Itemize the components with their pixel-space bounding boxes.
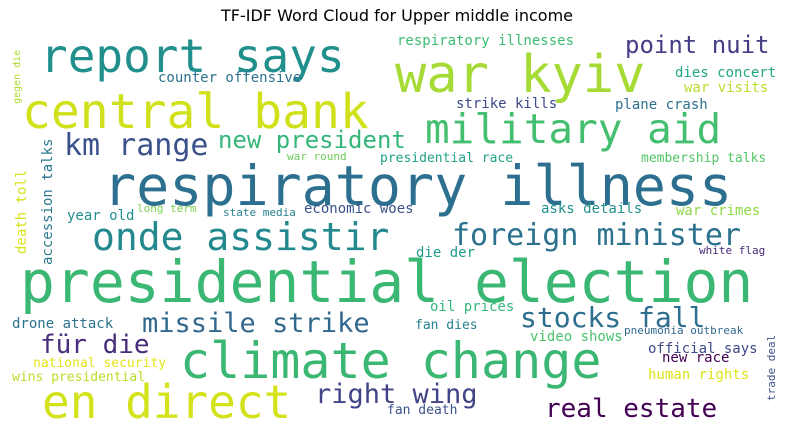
word-economic-woes: economic woes [304, 201, 414, 217]
chart-title: TF-IDF Word Cloud for Upper middle incom… [220, 6, 573, 25]
word-presidential-race: presidential race [380, 151, 513, 166]
word-en-direct: en direct [42, 375, 291, 429]
word-fan-death: fan death [387, 403, 457, 418]
word-respiratory-illnesses: respiratory illnesses [397, 33, 574, 49]
word-war-round: war round [287, 150, 347, 163]
word-human-rights: human rights [648, 367, 749, 383]
word-video-shows: video shows [530, 329, 623, 345]
word-death-toll: death toll [14, 170, 30, 254]
word-new-race: new race [662, 350, 729, 366]
word-new-president: new president [218, 126, 406, 154]
word-dies-concert: dies concert [675, 65, 776, 81]
word-pneumonia-outbreak: pneumonia outbreak [624, 324, 744, 337]
word-foreign-minister: foreign minister [452, 218, 741, 253]
word-drone-attack: drone attack [12, 316, 114, 332]
word-presidential-election: presidential election [20, 248, 753, 316]
word-official-says: official says [648, 341, 758, 357]
word-report-says: report says [40, 29, 345, 83]
word-missile-strike: missile strike [142, 308, 370, 339]
word-war-crimes: war crimes [676, 203, 760, 219]
word-national-security: national security [33, 356, 166, 371]
word-wins-presidential: wins presidential [12, 370, 145, 385]
word-strike-kills: strike kills [456, 96, 557, 112]
word-km-range: km range [64, 128, 209, 163]
word-war-kyiv: war kyiv [395, 45, 645, 105]
word-state-media: state media [223, 206, 296, 219]
word-f-r-die: für die [40, 330, 150, 360]
word-die-der: die der [416, 245, 475, 261]
word-membership-talks: membership talks [641, 151, 766, 166]
word-right-wing: right wing [315, 379, 478, 410]
word-real-estate: real estate [545, 394, 717, 424]
word-trade-deal: trade deal [765, 335, 778, 401]
word-accession-talks: accession talks [40, 139, 56, 265]
word-long-term: long term [137, 202, 197, 215]
word-stocks-fall: stocks fall [520, 301, 705, 334]
word-year-old: year old [67, 208, 134, 224]
word-onde-assistir: onde assistir [92, 215, 389, 259]
word-white-flag: white flag [699, 244, 765, 257]
word-respiratory-illness: respiratory illness [103, 154, 732, 218]
word-gegen-die: gegen die [12, 50, 23, 104]
word-climate-change: climate change [180, 332, 601, 390]
word-plane-crash: plane crash [615, 97, 708, 113]
word-asks-details: asks details [541, 201, 642, 217]
word-military-aid: military aid [425, 105, 721, 153]
word-point-nuit: point nuit [625, 31, 770, 59]
word-war-visits: war visits [684, 80, 768, 96]
word-oil-prices: oil prices [430, 299, 514, 315]
word-central-bank: central bank [22, 84, 369, 140]
word-counter-offensive: counter offensive [158, 70, 301, 86]
word-fan-dies: fan dies [415, 318, 478, 333]
